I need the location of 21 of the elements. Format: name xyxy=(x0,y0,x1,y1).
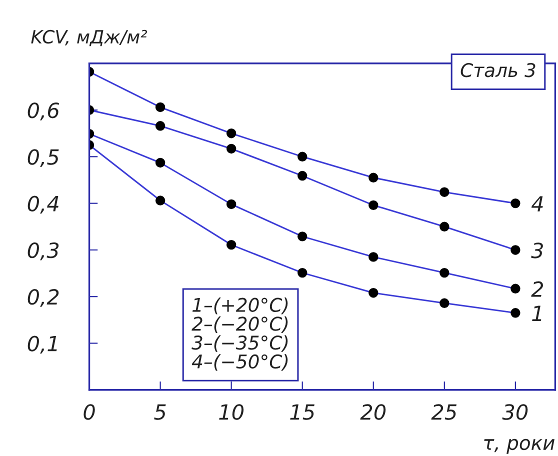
series-label: 3 xyxy=(531,242,543,258)
x-tick-label: 25 xyxy=(431,404,457,420)
annotation: Сталь 3 xyxy=(460,63,536,78)
x-axis-title: τ, роки xyxy=(484,438,554,454)
annotation: 1–(+20°C) 2–(−20°C) 3–(−35°C) 4–(−50°C) xyxy=(192,298,288,371)
series-label: 2 xyxy=(531,281,544,297)
y-tick-label: 0,1 xyxy=(28,336,57,354)
y-tick-label: 0,2 xyxy=(28,289,59,307)
x-tick-label: 15 xyxy=(290,404,314,420)
x-tick-label: 10 xyxy=(219,404,244,420)
series-label: 1 xyxy=(532,306,542,321)
y-axis-title: KCV, мДж/м² xyxy=(31,30,148,46)
x-tick-label: 5 xyxy=(154,404,166,420)
x-tick-label: 20 xyxy=(360,404,386,420)
y-tick-label: 0,6 xyxy=(28,102,59,120)
y-tick-label: 0,3 xyxy=(28,242,59,260)
y-tick-label: 0,5 xyxy=(28,149,59,168)
x-tick-label: 0 xyxy=(84,404,95,420)
series-label: 4 xyxy=(531,196,543,212)
y-tick-label: 0,4 xyxy=(28,196,58,214)
x-tick-label: 30 xyxy=(502,404,528,420)
